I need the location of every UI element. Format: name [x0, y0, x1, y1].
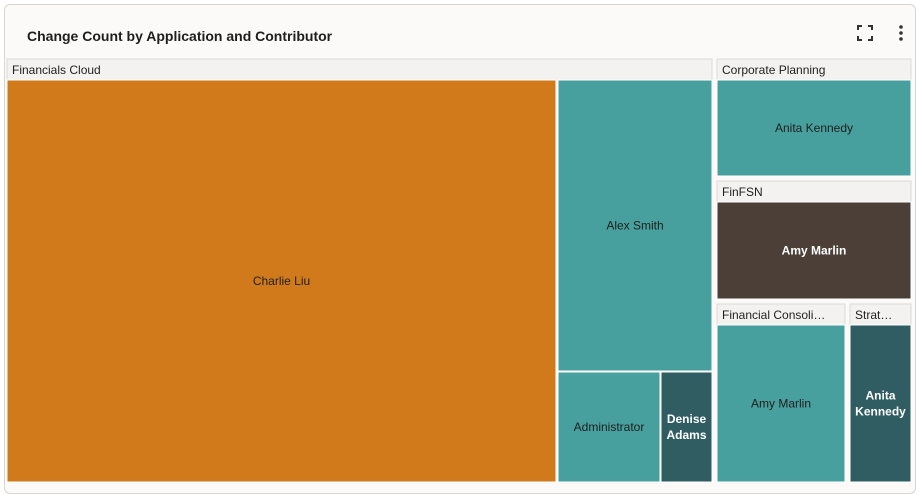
group-label: Financial Consoli…	[722, 308, 825, 322]
treemap-cell-label: Anita Kennedy	[775, 121, 853, 135]
treemap-cell-label: Charlie Liu	[253, 274, 310, 288]
group-label: Financials Cloud	[12, 63, 101, 77]
maximize-button[interactable]	[854, 22, 876, 44]
treemap-cell[interactable]	[716, 201, 912, 300]
treemap-cell[interactable]	[6, 79, 557, 483]
more-options-button[interactable]	[890, 22, 912, 44]
group-label: FinFSN	[722, 185, 763, 199]
treemap-cell[interactable]	[660, 371, 713, 483]
treemap-cell[interactable]	[716, 79, 912, 177]
treemap-cell-label: Administrator	[574, 420, 645, 434]
treemap-cell-label: Anita Kennedy	[855, 389, 906, 419]
treemap-cell-label: Amy Marlin	[751, 397, 811, 411]
treemap-cell-label: Denise Adams	[666, 412, 706, 442]
treemap-cell[interactable]	[716, 324, 846, 483]
chart-title: Change Count by Application and Contribu…	[27, 28, 333, 44]
treemap-cell-label: Alex Smith	[606, 219, 663, 233]
treemap-cell[interactable]	[849, 324, 912, 483]
group-header-0[interactable]	[6, 58, 713, 81]
maximize-icon	[857, 25, 873, 41]
group-label: Strat…	[855, 308, 892, 322]
more-vertical-icon	[899, 25, 903, 41]
group-label: Corporate Planning	[722, 63, 825, 77]
treemap-cell[interactable]	[557, 371, 661, 483]
treemap-cell[interactable]	[557, 79, 713, 372]
treemap-cell-label: Amy Marlin	[782, 244, 847, 258]
